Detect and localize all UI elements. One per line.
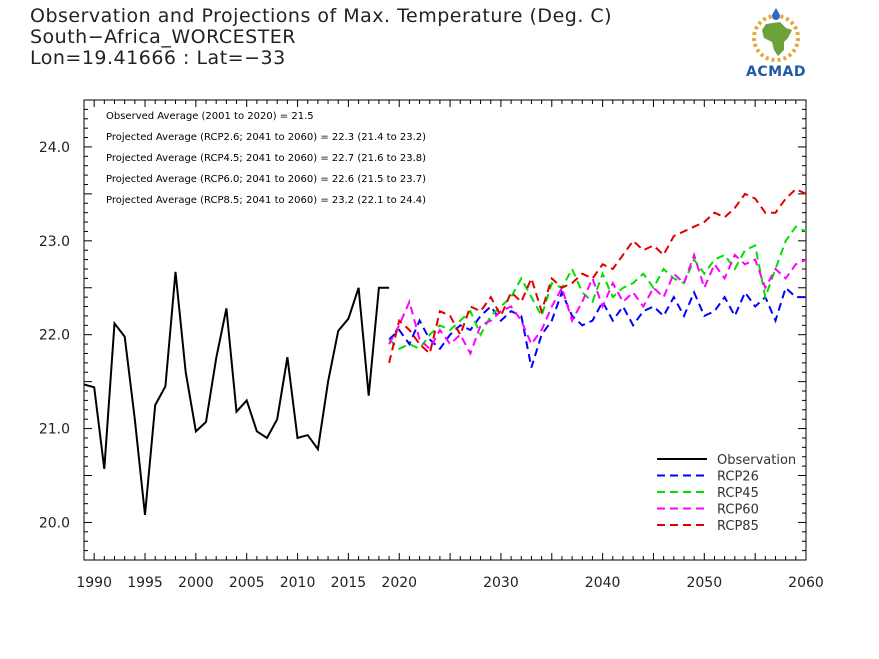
series-line-rcp60 — [388, 251, 807, 356]
africa-map-icon — [752, 8, 800, 62]
chart-title: Observation and Projections of Max. Temp… — [30, 5, 613, 27]
series-line-rcp85 — [388, 188, 807, 364]
x-tick-label: 2060 — [788, 575, 824, 591]
legend-label: RCP85 — [717, 519, 759, 534]
chart-coordinates: Lon=19.41666 : Lat=−33 — [30, 47, 286, 69]
acmad-logo: ACMAD — [734, 6, 818, 84]
logo-text: ACMAD — [746, 64, 806, 80]
x-tick-label: 2040 — [585, 575, 621, 591]
x-tick-label: 2030 — [483, 575, 519, 591]
legend-label: RCP60 — [717, 503, 759, 518]
y-axis-tick-labels: 20.0 21.0 22.0 23.0 24.0 — [39, 140, 70, 532]
x-axis-tick-labels: 1990 1995 2000 2005 2010 2015 2020 2030 2040 2050… — [76, 575, 823, 591]
series-line-rcp26 — [388, 285, 806, 368]
series-lines — [83, 188, 807, 516]
legend-label: RCP26 — [717, 470, 759, 485]
axis-ticks — [83, 99, 807, 561]
annotation-line: Observed Average (2001 to 2020) = 21.5 — [106, 111, 314, 122]
annotation-line: Projected Average (RCP8.5; 2041 to 2060)… — [106, 195, 426, 206]
x-tick-label: 2050 — [686, 575, 722, 591]
chart-location: South−Africa_WORCESTER — [30, 26, 296, 48]
series-line-observation — [83, 271, 390, 516]
y-tick-label: 23.0 — [39, 234, 70, 250]
x-tick-label: 2000 — [178, 575, 214, 591]
x-tick-label: 2005 — [229, 575, 265, 591]
annotations: Observed Average (2001 to 2020) = 21.5 Pr… — [106, 111, 426, 206]
y-tick-label: 22.0 — [39, 328, 70, 344]
y-tick-label: 24.0 — [39, 140, 70, 156]
series-line-rcp45 — [388, 225, 807, 351]
annotation-line: Projected Average (RCP6.0; 2041 to 2060)… — [106, 174, 426, 185]
y-tick-label: 20.0 — [39, 515, 70, 531]
x-tick-label: 2015 — [331, 575, 367, 591]
legend-label: Observation — [717, 453, 796, 468]
x-tick-label: 1995 — [127, 575, 163, 591]
annotation-line: Projected Average (RCP2.6; 2041 to 2060)… — [106, 132, 426, 143]
annotation-line: Projected Average (RCP4.5; 2041 to 2060)… — [106, 153, 426, 164]
y-tick-label: 21.0 — [39, 422, 70, 438]
plot-frame — [83, 99, 807, 561]
x-tick-label: 1990 — [76, 575, 112, 591]
x-tick-label: 2020 — [381, 575, 417, 591]
x-tick-label: 2010 — [280, 575, 316, 591]
chart-title-block: Observation and Projections of Max. Temp… — [30, 6, 612, 69]
legend-label: RCP45 — [717, 486, 759, 501]
